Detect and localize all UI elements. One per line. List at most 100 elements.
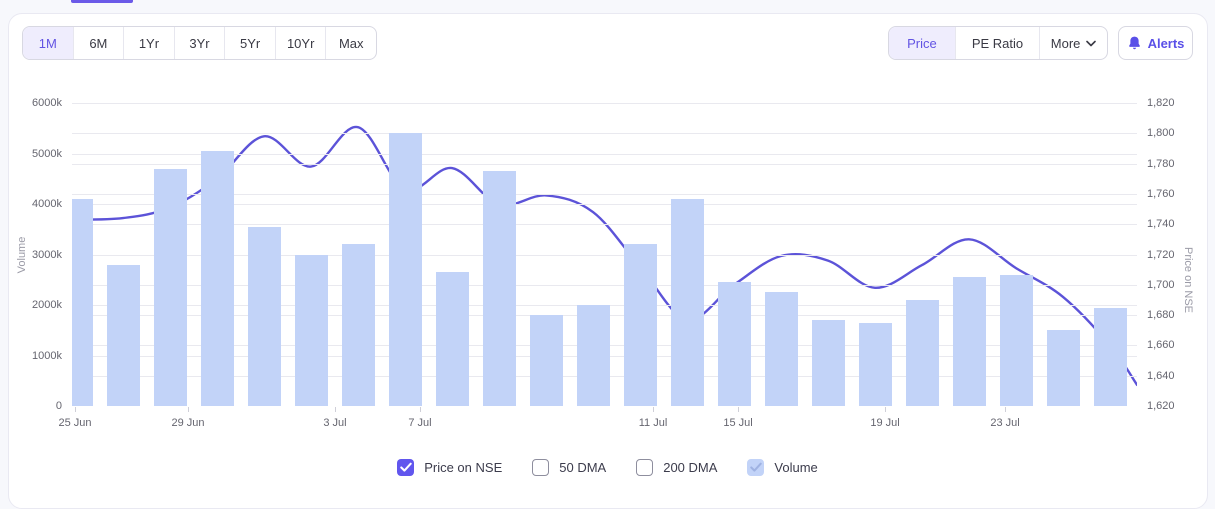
price-tick-label: 1,640: [1147, 369, 1175, 382]
x-tick-label: 11 Jul: [638, 417, 668, 429]
tab-more[interactable]: More: [1039, 27, 1107, 59]
price-tick-label: 1,780: [1147, 157, 1175, 170]
range-tab-6m[interactable]: 6M: [72, 27, 124, 59]
x-tick-label: 19 Jul: [870, 417, 900, 429]
volume-tick-label: 1000k: [32, 349, 62, 362]
x-tick-mark: [335, 407, 336, 412]
tab-price[interactable]: Price: [889, 27, 955, 59]
x-tick-label: 23 Jul: [990, 417, 1020, 429]
chevron-down-icon: [1086, 40, 1097, 46]
x-tick-mark: [420, 407, 421, 412]
x-tick-label: 3 Jul: [323, 417, 347, 429]
volume-tick-label: 5000k: [32, 147, 62, 160]
volume-bar[interactable]: [811, 320, 845, 406]
gridline: [72, 163, 1137, 165]
tab-label: Price: [907, 35, 937, 51]
price-tick-label: 1,700: [1147, 278, 1175, 291]
x-tick-mark: [653, 407, 654, 412]
checkbox-price-on-nse[interactable]: [397, 458, 415, 476]
volume-bar[interactable]: [952, 277, 986, 406]
range-tab-3yr[interactable]: 3Yr: [173, 27, 225, 59]
price-tick-label: 1,800: [1147, 127, 1175, 140]
x-tick-mark: [885, 407, 886, 412]
bell-icon: [1128, 36, 1140, 50]
range-tab-group: 1M 6M 1Yr 3Yr 5Yr 10Yr Max: [22, 26, 377, 60]
legend-item-200-dma[interactable]: 200 DMA: [636, 458, 718, 476]
volume-bar[interactable]: [435, 272, 469, 406]
volume-bar[interactable]: [576, 305, 610, 406]
checkbox-volume[interactable]: [747, 458, 765, 476]
legend-item-50-dma[interactable]: 50 DMA: [532, 458, 607, 476]
alerts-button[interactable]: Alerts: [1118, 26, 1193, 60]
range-tab-1m[interactable]: 1M: [23, 27, 73, 59]
volume-bar[interactable]: [999, 274, 1033, 406]
x-tick-mark: [188, 407, 189, 412]
volume-tick-label: 6000k: [32, 97, 62, 109]
tab-label: PE Ratio: [971, 35, 1024, 51]
volume-bar[interactable]: [717, 282, 751, 406]
range-tab-max[interactable]: Max: [325, 27, 376, 59]
legend-label: 200 DMA: [663, 459, 718, 475]
volume-bar[interactable]: [670, 198, 704, 406]
checkmark-icon: [399, 462, 412, 472]
x-tick-mark: [738, 407, 739, 412]
x-tick-label: 25 Jun: [58, 417, 92, 429]
volume-bar[interactable]: [1093, 307, 1127, 406]
tab-label: More: [1050, 35, 1081, 51]
volume-tick-label: 0: [55, 400, 62, 412]
range-tab-10yr[interactable]: 10Yr: [274, 27, 326, 59]
gridline: [72, 153, 1137, 155]
checkbox-50-dma[interactable]: [532, 458, 550, 476]
volume-bar[interactable]: [1046, 330, 1080, 406]
volume-bar[interactable]: [529, 315, 563, 406]
legend-label: Price on NSE: [424, 459, 503, 475]
price-tick-label: 1,720: [1147, 248, 1175, 261]
x-tick-mark: [75, 407, 76, 412]
price-tick-label: 1,820: [1147, 97, 1175, 109]
range-tab-1yr[interactable]: 1Yr: [123, 27, 174, 59]
series-tab-group: Price PE Ratio More: [888, 26, 1108, 60]
volume-bar[interactable]: [905, 300, 939, 406]
chart-legend: Price on NSE 50 DMA 200 DMA Volume: [0, 452, 1215, 482]
price-tick-label: 1,680: [1147, 309, 1175, 322]
x-tick-label: 29 Jun: [171, 417, 205, 429]
range-tab-5yr[interactable]: 5Yr: [224, 27, 275, 59]
x-tick-label: 7 Jul: [408, 417, 432, 429]
volume-tick-label: 2000k: [32, 299, 62, 311]
checkbox-200-dma[interactable]: [636, 458, 654, 476]
volume-bar[interactable]: [764, 292, 798, 406]
gridline: [72, 133, 1137, 135]
tab-pe-ratio[interactable]: PE Ratio: [954, 27, 1039, 59]
x-tick-label: 15 Jul: [723, 417, 753, 429]
volume-bar[interactable]: [106, 264, 140, 406]
partial-tab-underline: [71, 0, 133, 3]
volume-bar[interactable]: [858, 322, 892, 406]
volume-tick-label: 4000k: [32, 198, 62, 210]
volume-axis-title: Volume: [16, 236, 28, 274]
volume-bar[interactable]: [153, 168, 187, 406]
gridline: [72, 254, 1137, 256]
volume-bar[interactable]: [200, 151, 234, 406]
volume-bar[interactable]: [623, 244, 657, 406]
price-tick-label: 1,620: [1147, 400, 1175, 412]
gridline: [72, 204, 1137, 205]
price-tick-label: 1,740: [1147, 218, 1175, 231]
alerts-label: Alerts: [1147, 35, 1185, 51]
volume-bar[interactable]: [247, 226, 281, 406]
volume-bar[interactable]: [72, 198, 93, 406]
volume-bar[interactable]: [341, 244, 375, 406]
volume-bar[interactable]: [482, 171, 516, 406]
volume-bar[interactable]: [294, 254, 328, 406]
checkmark-icon: [750, 462, 762, 472]
legend-label: 50 DMA: [559, 459, 607, 475]
chart-plot-area: [72, 103, 1137, 406]
legend-item-price-on-nse[interactable]: Price on NSE: [397, 458, 503, 476]
volume-bar[interactable]: [388, 133, 422, 406]
gridline: [72, 224, 1137, 226]
x-tick-mark: [1005, 407, 1006, 412]
gridline: [72, 193, 1137, 195]
price-tick-label: 1,660: [1147, 339, 1175, 352]
price-axis-title: Price on NSE: [1182, 246, 1194, 314]
legend-item-volume[interactable]: Volume: [747, 458, 818, 476]
price-tick-label: 1,760: [1147, 187, 1175, 200]
